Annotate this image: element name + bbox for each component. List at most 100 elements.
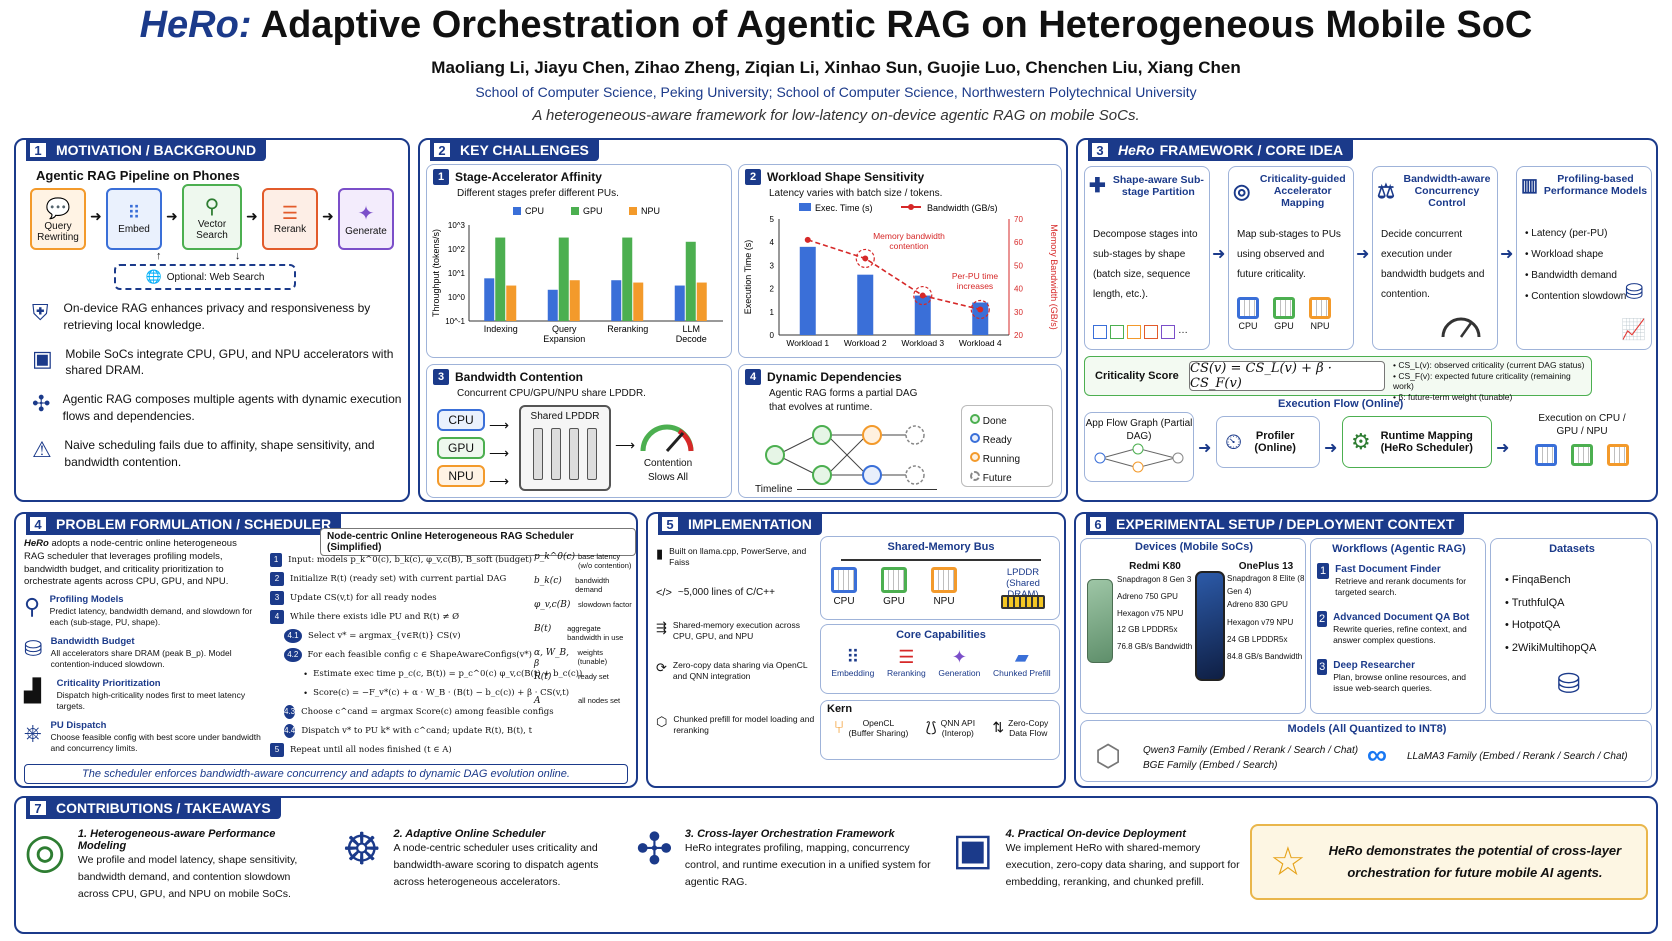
scheduler-footer: The scheduler enforces bandwidth-aware c… xyxy=(24,764,628,784)
symbol: R(t) xyxy=(534,672,552,682)
flow-app-graph: App Flow Graph (Partial DAG) xyxy=(1084,412,1194,482)
stage-query-rewriting: 💬 Query Rewriting xyxy=(30,188,86,250)
branch-icon: ⑂ xyxy=(833,717,845,737)
arrow-icon: ➜ xyxy=(1324,440,1338,457)
x-tick-label: Expansion xyxy=(543,334,585,344)
symbol: p_k^0(c) xyxy=(534,552,576,562)
crit-note: • CS_F(v): expected future criticality (… xyxy=(1393,370,1571,392)
x-tick-label: Indexing xyxy=(484,324,518,334)
cpu-chip-icon xyxy=(1535,444,1557,466)
arrow-icon: ➜ xyxy=(166,208,178,224)
step-number: 4 xyxy=(270,609,284,624)
affinity-chart: 10^-1 10^0 10^1 10^2 10^3 Throughput (tokens/… xyxy=(431,206,723,344)
scheduler-item: ⎈ PU Dispatch Choose feasible config with… xyxy=(24,720,264,762)
algorithm-step: 4.4 Dispatch v* to PU k* with c^cand; upd… xyxy=(270,721,532,740)
col-title: ▥ Profiling-based Performance Models xyxy=(1521,173,1649,197)
step-text: Estimate exec time p_c(c, B(t)) = p_c^0(… xyxy=(313,668,583,679)
dataset-item: • HotpotQA xyxy=(1505,619,1561,632)
pipeline-title: Agentic RAG Pipeline on Phones xyxy=(36,168,240,183)
panel-scheduler: 4 PROBLEM FORMULATION / SCHEDULER HeRo ad… xyxy=(14,512,638,788)
datasets-box: Datasets • FinqaBench • TruthfulQA • Hot… xyxy=(1490,538,1652,714)
cap-row: ⠿ Embedding ☰ Reranking ✦ Generation ▰ Chunk… xyxy=(825,647,1057,678)
panel-num: 5 xyxy=(660,515,680,533)
stage-vector-search: ⚲ Vector Search xyxy=(182,184,242,250)
bus-title: Shared-Memory Bus xyxy=(887,541,995,553)
legend-ready: Ready xyxy=(970,431,1044,450)
cube-icon: ⬡ xyxy=(656,714,668,729)
panel-5-title: 5 IMPLEMENTATION xyxy=(658,513,822,535)
kernel-row: ⑂ OpenCL (Buffer Sharing) ⟅⟆ QNN API (Intero… xyxy=(825,717,1057,738)
y2-axis-label: Memory Bandwidth (GB/s) xyxy=(1049,224,1059,330)
npu-chip-icon xyxy=(931,567,957,593)
contrib-3: ✣ 3. Cross-layer Orchestration Framework… xyxy=(636,827,936,890)
impl-item: ⟳ Zero-copy data sharing via OpenCL and Q… xyxy=(656,660,816,714)
bar xyxy=(633,282,644,321)
memory-sticks xyxy=(529,428,601,480)
symbol: B(t) xyxy=(534,624,552,634)
symbol-desc: aggregate bandwidth in use xyxy=(567,624,624,642)
device-name: OnePlus 13 xyxy=(1238,561,1294,572)
y-tick-label: 10^1 xyxy=(448,269,466,278)
bar xyxy=(674,285,685,321)
challenge-title-text: Workload Shape Sensitivity xyxy=(767,170,925,184)
panel-setup: 6 EXPERIMENTAL SETUP / DEPLOYMENT CONTEXT… xyxy=(1074,512,1658,788)
core-capabilities: Core Capabilities ⠿ Embedding ☰ Reranking … xyxy=(820,624,1060,694)
symbol-desc: ready set xyxy=(578,672,609,681)
panel-title-text: EXPERIMENTAL SETUP / DEPLOYMENT CONTEXT xyxy=(1116,516,1455,532)
arrow-icon: ➜ xyxy=(1212,246,1226,263)
scale-icon: ⚖ xyxy=(1377,180,1395,203)
algorithm-step: 4.2 For each feasible config c ∈ ShapeAwa… xyxy=(270,645,532,664)
phone-icon: ▮ xyxy=(656,546,664,561)
callout-box: ☆ HeRo demonstrates the potential of cro… xyxy=(1250,824,1648,900)
chip-cpu: CPU xyxy=(1237,297,1259,331)
link-icon: ⟅⟆ xyxy=(925,719,937,735)
tagline: A heterogeneous-aware framework for low-… xyxy=(532,107,1140,124)
col-body: Decide concurrent execution under bandwi… xyxy=(1381,229,1485,300)
dispatch-icon: ⎈ xyxy=(24,720,42,745)
legend-swatch xyxy=(629,207,637,215)
item-body: Dispatch high-criticality nodes first to… xyxy=(56,690,246,712)
item-title: PU Dispatch xyxy=(50,720,107,731)
y-tick-label: 5 xyxy=(770,215,775,224)
kern-opencl: ⑂ OpenCL (Buffer Sharing) xyxy=(833,717,909,738)
x-tick-label: LLM xyxy=(682,324,700,334)
challenge-dependencies: 4 Dynamic Dependencies Agentic RAG forms … xyxy=(738,364,1062,498)
dag-mini-icon xyxy=(1094,443,1184,473)
symbol: b_k(c) xyxy=(534,576,562,586)
contrib-1: ◎ 1. Heterogeneous-aware Performance Mod… xyxy=(24,827,324,902)
bar-chart-icon: ▟ xyxy=(24,678,41,703)
line-point xyxy=(977,306,984,313)
shared-lpddr: Shared LPDDR xyxy=(519,405,611,491)
y-tick-label: 10^0 xyxy=(448,293,466,302)
stage-label: Embed xyxy=(118,224,150,235)
chip-label: CPU xyxy=(1238,321,1258,331)
impl-item: ▮ Built on llama.cpp, PowerServe, and Fai… xyxy=(656,546,816,586)
shield-icon: ⛨ xyxy=(32,300,49,325)
swap-icon: ⇅ xyxy=(992,719,1005,735)
step-number: 1 xyxy=(270,552,283,567)
challenge-shape: 2 Workload Shape Sensitivity Latency vari… xyxy=(738,164,1062,358)
item-title: Criticality Prioritization xyxy=(56,678,161,689)
contrib-body: HeRo integrates profiling, mapping, conc… xyxy=(684,842,931,888)
target-icon: ◎ xyxy=(1233,180,1251,203)
scheduler-item: ⚲ Profiling Models Predict latency, bandw… xyxy=(24,594,264,636)
workflows-title: Workflows (Agentic RAG) xyxy=(1332,543,1466,555)
device-2: OnePlus 13 Snapdragon 8 Elite (8 Gen 4) A… xyxy=(1227,561,1305,663)
npu-chip-icon xyxy=(1309,297,1331,319)
annotation-label: increases xyxy=(957,281,993,291)
kern-qnn: ⟅⟆ QNN API (Interop) xyxy=(925,717,976,738)
crit-note: • CS_L(v): observed criticality (current… xyxy=(1393,360,1585,370)
y-tick-label: 10^-1 xyxy=(445,317,465,326)
phone-image-2 xyxy=(1195,571,1225,681)
scheduler-item: ⛁ Bandwidth Budget All accelerators share… xyxy=(24,636,264,678)
symbol-row: p_k^0(c) base latency (w/o contention) xyxy=(534,552,634,576)
workflows-box: Workflows (Agentic RAG) 1 Fast Document F… xyxy=(1310,538,1486,714)
highlight-ring xyxy=(970,299,990,320)
challenge-num: 1 xyxy=(433,169,449,185)
highlight-ring xyxy=(913,285,933,306)
col-title-text: Profiling-based Performance Models xyxy=(1543,173,1648,197)
network-icon: ✣ xyxy=(32,391,51,417)
bullet-text: Agentic RAG composes multiple agents wit… xyxy=(62,392,402,423)
arrow-icon: ➜ xyxy=(246,208,258,224)
timeline-label: Timeline xyxy=(755,484,793,495)
